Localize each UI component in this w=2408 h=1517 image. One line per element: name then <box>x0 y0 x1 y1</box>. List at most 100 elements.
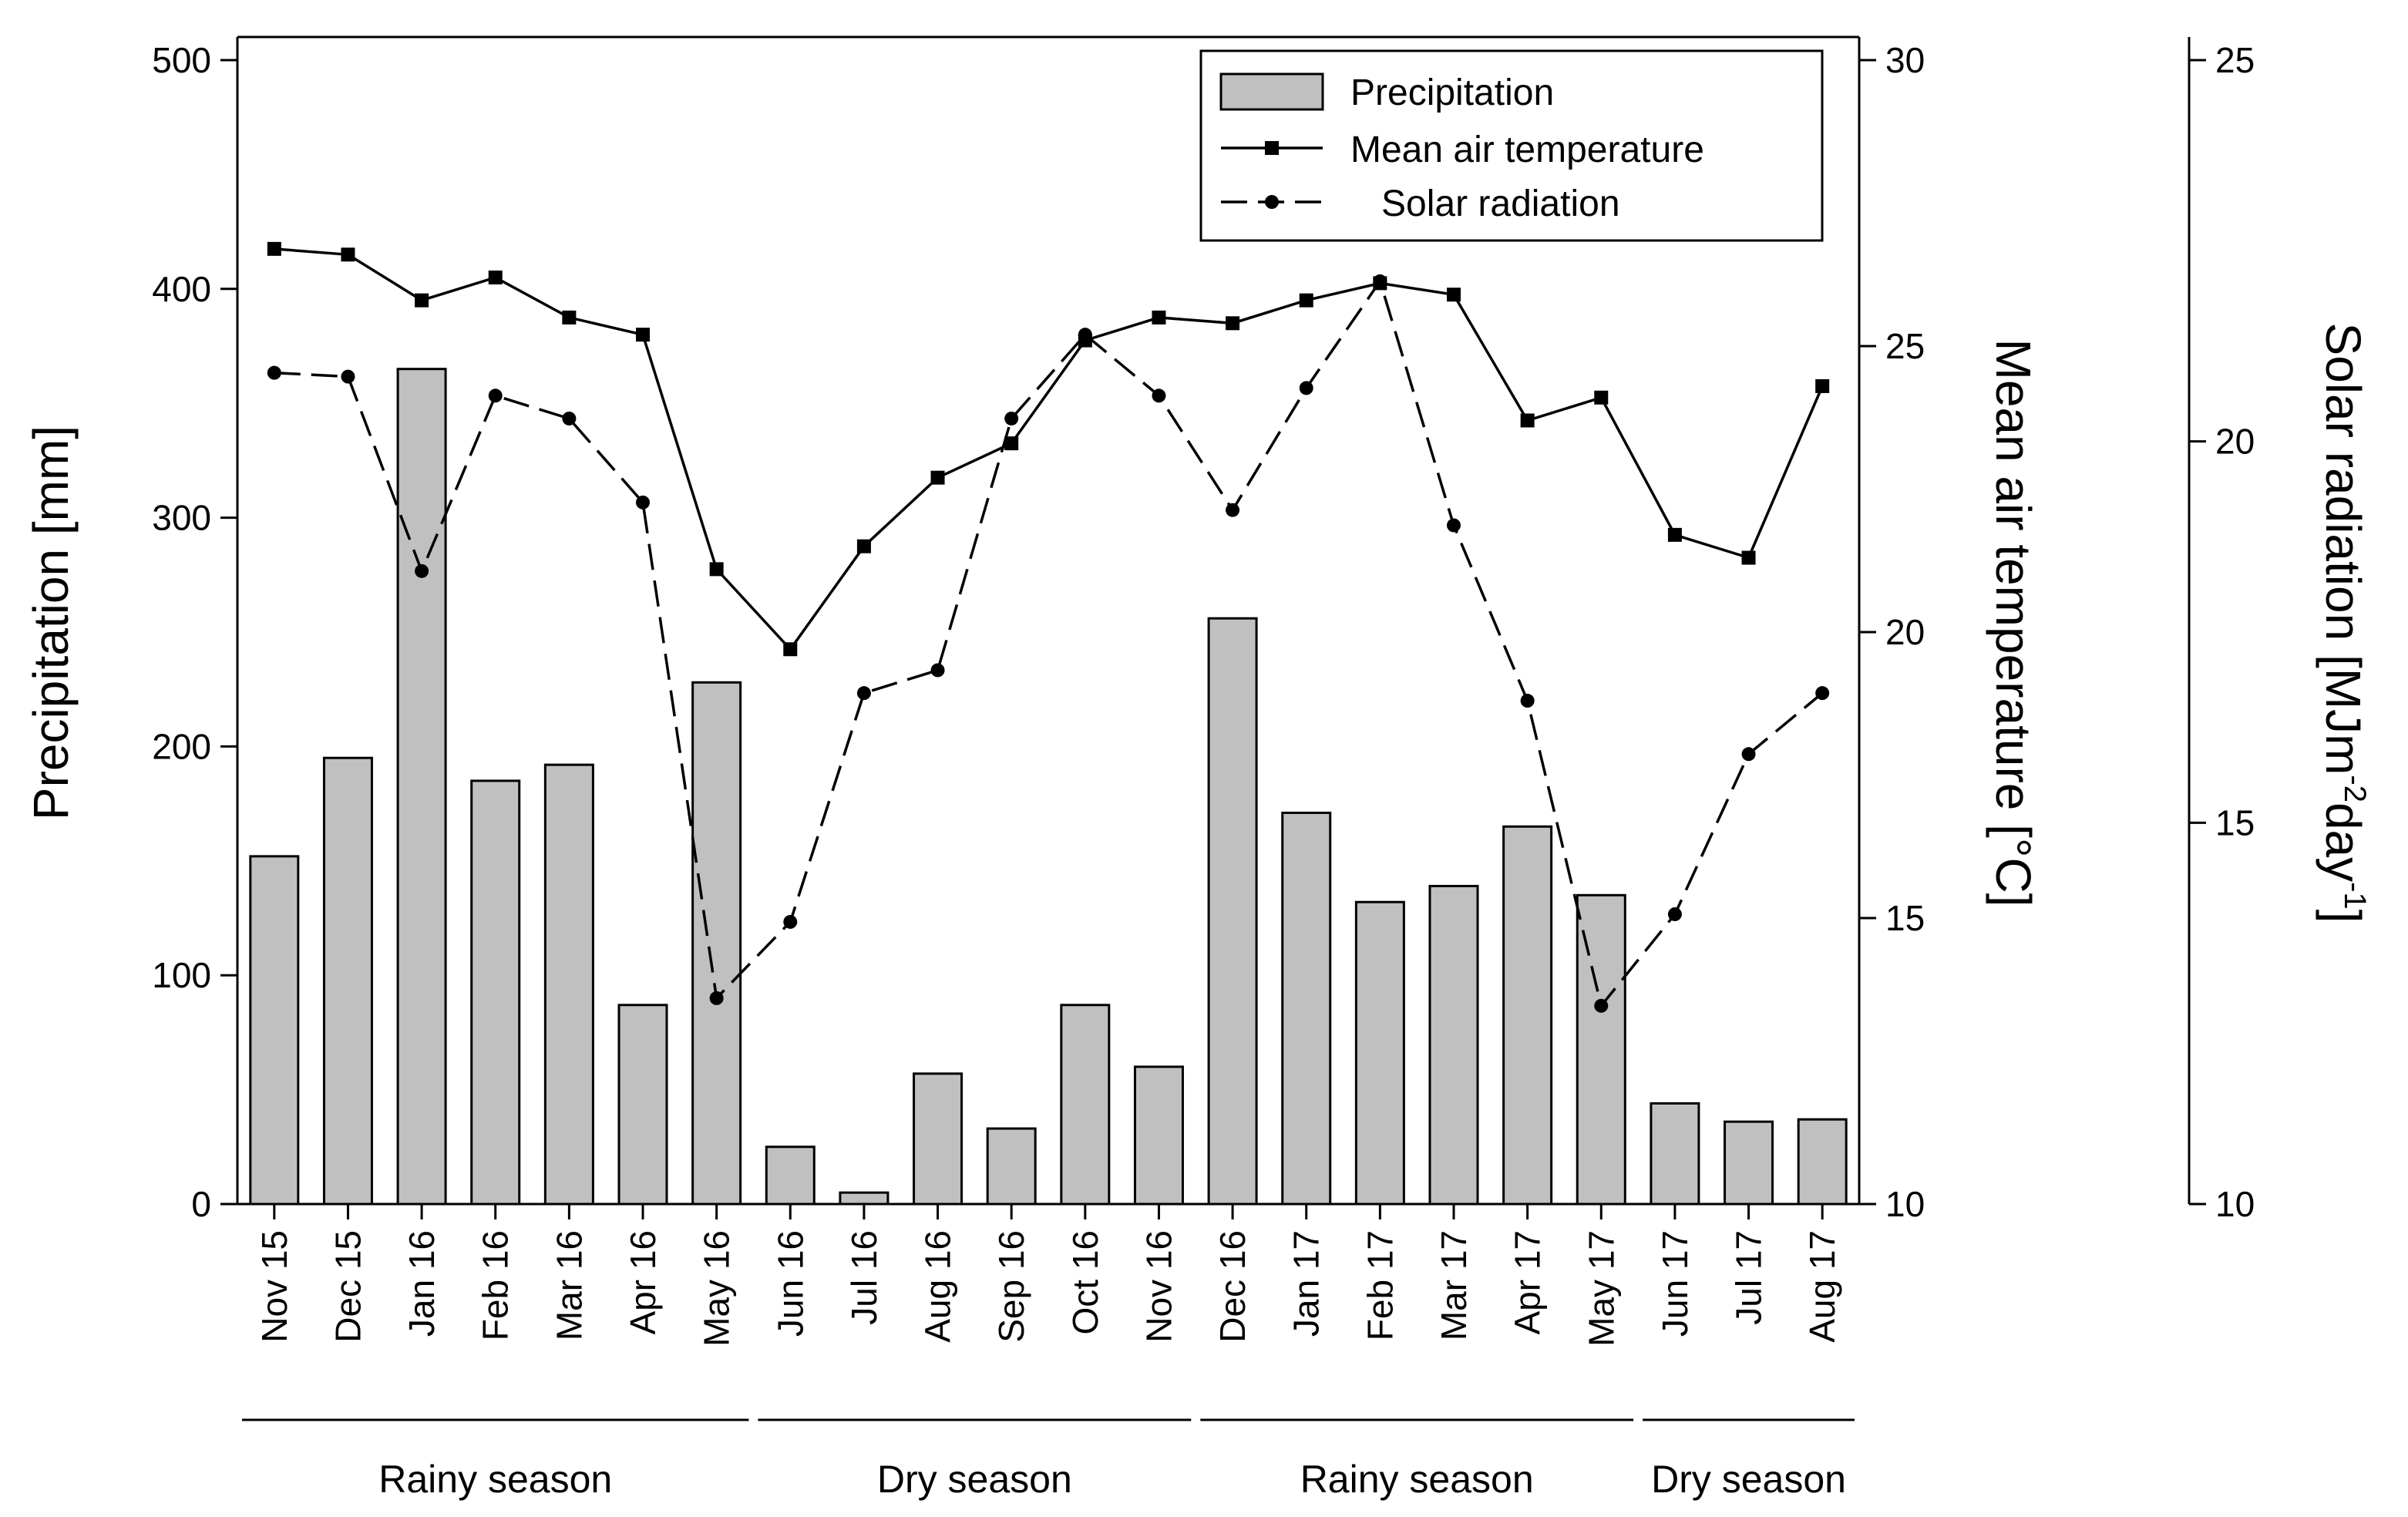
temperature-point <box>562 310 577 325</box>
solar-radiation-point <box>1373 274 1387 288</box>
precipitation-tick-label: 300 <box>152 498 211 538</box>
x-tick-label: Dec 16 <box>1212 1230 1253 1343</box>
precipitation-bar <box>543 763 594 1206</box>
precipitation-bar <box>839 1191 890 1206</box>
temperature-point <box>415 293 429 308</box>
solar-radiation-point <box>1594 998 1609 1013</box>
x-tick-label: Jun 17 <box>1655 1230 1695 1337</box>
temperature-tick-label: 10 <box>1885 1184 1925 1224</box>
solar-radiation-point <box>1299 381 1313 395</box>
solar-axis-title-sup1: -2 <box>2338 775 2372 802</box>
solar-radiation-point <box>1815 686 1830 701</box>
precipitation-bar <box>322 756 373 1206</box>
temperature-tick-label: 15 <box>1885 898 1925 938</box>
solar-radiation-point <box>415 563 429 578</box>
precipitation-bar <box>1724 1120 1774 1206</box>
solar-radiation-point <box>1226 503 1240 517</box>
precipitation-bar <box>691 681 742 1206</box>
precipitation-bar <box>1281 811 1332 1206</box>
x-tick-label: Nov 15 <box>254 1230 294 1343</box>
x-tick-label: Jan 16 <box>402 1230 442 1337</box>
x-tick-label: Apr 16 <box>623 1230 663 1335</box>
legend-temperature-marker <box>1265 141 1279 155</box>
precipitation-bar <box>249 855 300 1206</box>
legend: Precipitation Mean air temperature Solar… <box>1199 49 1824 242</box>
precipitation-bar <box>986 1127 1037 1206</box>
solar-radiation-line <box>274 278 1824 1009</box>
solar-radiation-point <box>783 914 798 929</box>
solar-axis-title: Solar radiation [MJm-2day-1] <box>2316 323 2372 923</box>
temperature-point <box>709 562 724 577</box>
precipitation-bar <box>1133 1065 1184 1206</box>
temperature-tick-label: 20 <box>1885 612 1925 652</box>
temperature-point <box>1299 293 1313 308</box>
legend-precipitation-swatch <box>1219 72 1324 111</box>
legend-temperature-label: Mean air temperature <box>1350 130 1704 170</box>
legend-solar-label: Solar radiation <box>1381 183 1620 224</box>
x-tick-label: Aug 16 <box>918 1230 958 1343</box>
season-label: Dry season <box>877 1458 1072 1501</box>
solar-radiation-point <box>1520 694 1535 708</box>
temperature-axis-ticks: 10 15 20 25 30 <box>1859 40 1925 1224</box>
precipitation-axis-title: Precipitation [mm] <box>23 426 79 820</box>
precipitation-axis-ticks: 0 100 200 300 400 500 <box>152 40 237 1224</box>
temperature-axis-title: Mean air temperature [°C] <box>1986 339 2041 907</box>
solar-radiation-point <box>1078 328 1092 342</box>
solar-axis-title-end: ] <box>2316 910 2371 923</box>
solar-radiation-point <box>636 495 650 510</box>
temperature-point <box>1815 378 1830 393</box>
solar-radiation-point <box>1667 907 1682 922</box>
solar-radiation-point <box>1152 388 1166 403</box>
temperature-point <box>1004 436 1019 451</box>
solar-radiation-point <box>1741 747 1756 762</box>
x-tick-label: Nov 16 <box>1138 1230 1179 1343</box>
precipitation-bar <box>1354 900 1405 1206</box>
precipitation-bar <box>765 1145 816 1206</box>
solar-tick-label: 15 <box>2215 802 2255 843</box>
x-tick-label: Oct 16 <box>1065 1230 1105 1335</box>
solar-axis-title-mid: day <box>2316 802 2371 882</box>
precipitation-bar <box>1797 1118 1848 1206</box>
solar-radiation-point <box>562 411 577 426</box>
season-labels: Rainy season Dry season Rainy season Dry se… <box>242 1418 1855 1501</box>
x-tick-label: Apr 17 <box>1508 1230 1548 1335</box>
precipitation-bar <box>470 779 521 1206</box>
temperature-line <box>274 247 1824 652</box>
temperature-point <box>783 642 798 657</box>
x-tick-label: Mar 17 <box>1434 1230 1474 1340</box>
precipitation-bar <box>1060 1004 1111 1206</box>
solar-radiation-point <box>1004 411 1019 426</box>
solar-radiation-point <box>488 388 503 403</box>
precipitation-bars <box>249 368 1848 1206</box>
season-label: Rainy season <box>378 1458 612 1501</box>
temperature-markers <box>267 241 1830 657</box>
temperature-point <box>488 270 503 284</box>
precipitation-bar <box>913 1072 964 1206</box>
solar-axis-ticks: 10 15 20 25 <box>2189 40 2255 1224</box>
temperature-point <box>267 241 281 256</box>
precipitation-bar <box>1207 617 1258 1206</box>
x-tick-label: Mar 16 <box>549 1230 589 1340</box>
solar-radiation-point <box>856 686 871 701</box>
solar-radiation-markers <box>267 274 1830 1013</box>
precipitation-tick-label: 400 <box>152 269 211 309</box>
legend-precipitation-label: Precipitation <box>1350 72 1554 113</box>
temperature-tick-label: 30 <box>1885 40 1925 80</box>
x-tick-label: May 16 <box>697 1230 737 1347</box>
x-tick-label: Sep 16 <box>991 1230 1031 1343</box>
x-tick-label: Jul 16 <box>844 1230 884 1325</box>
temperature-point <box>856 539 871 553</box>
season-label: Rainy season <box>1300 1458 1534 1501</box>
precipitation-bar <box>396 368 447 1206</box>
season-label: Dry season <box>1651 1458 1846 1501</box>
solar-radiation-point <box>709 991 724 1005</box>
temperature-point <box>930 470 945 485</box>
x-tick-label: Aug 17 <box>1802 1230 1842 1343</box>
legend-box <box>1199 49 1824 242</box>
precipitation-tick-label: 500 <box>152 40 211 80</box>
precipitation-bar <box>1650 1102 1700 1206</box>
temperature-point <box>341 247 355 262</box>
solar-tick-label: 25 <box>2215 40 2255 80</box>
solar-tick-label: 20 <box>2215 422 2255 462</box>
